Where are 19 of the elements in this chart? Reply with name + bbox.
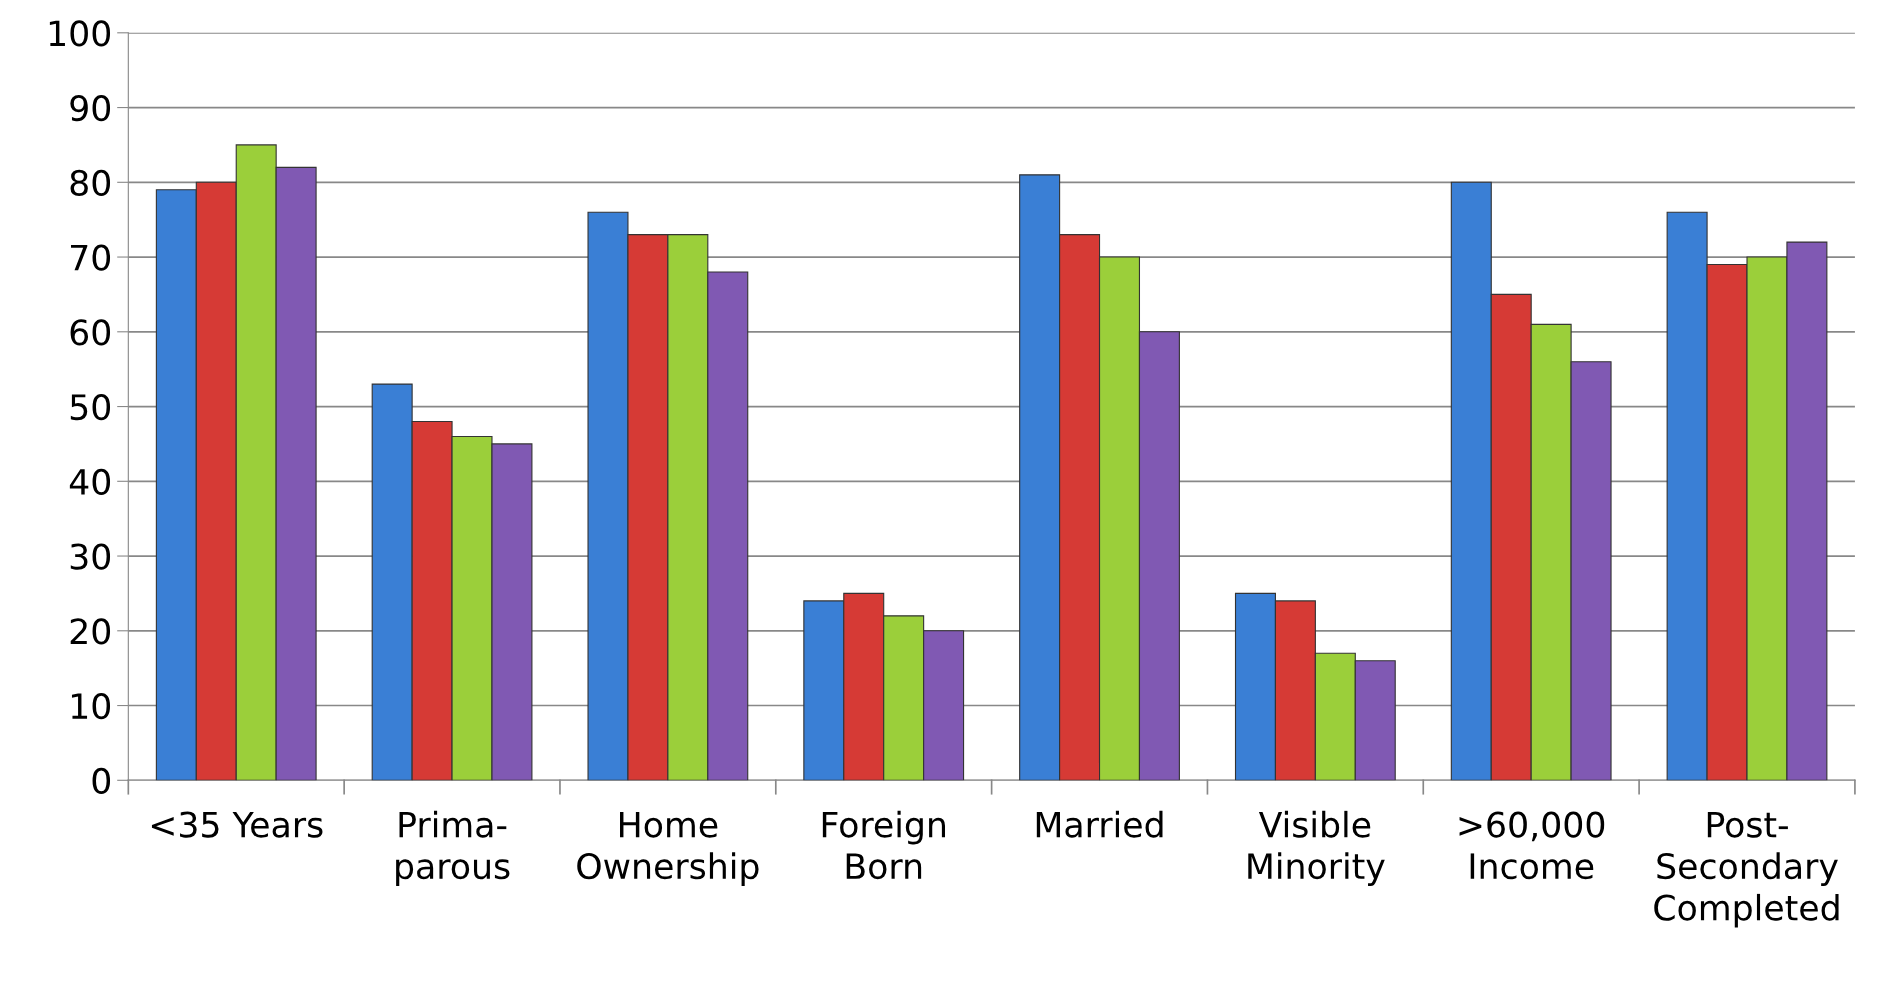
x-tick-label: Home Ownership <box>577 811 759 886</box>
x-tick-label: >60,000 Income <box>1459 811 1605 880</box>
y-tick-label: 90 <box>70 94 111 122</box>
y-tick-label: 20 <box>70 618 111 645</box>
y-tick-label: 0 <box>92 767 111 794</box>
x-tick-label: <35 Years <box>151 811 323 838</box>
y-tick-label: 70 <box>71 244 111 271</box>
y-tick-label: 10 <box>71 692 111 720</box>
y-tick-label: 100 <box>49 20 111 47</box>
x-tick-label: Prima- parous <box>396 810 510 886</box>
y-tick-label: 40 <box>69 468 111 495</box>
y-tick-label: 30 <box>70 543 111 570</box>
y-tick-label: 60 <box>70 319 111 346</box>
x-tick-label: Married <box>1036 810 1163 838</box>
x-tick-label: Post- Secondary Completed <box>1654 811 1839 928</box>
y-tick-label: 80 <box>70 169 111 196</box>
y-tick-label: 50 <box>70 393 111 421</box>
x-tick-label: Visible Minority <box>1248 810 1385 886</box>
x-tick-label: Foreign Born <box>822 810 946 880</box>
